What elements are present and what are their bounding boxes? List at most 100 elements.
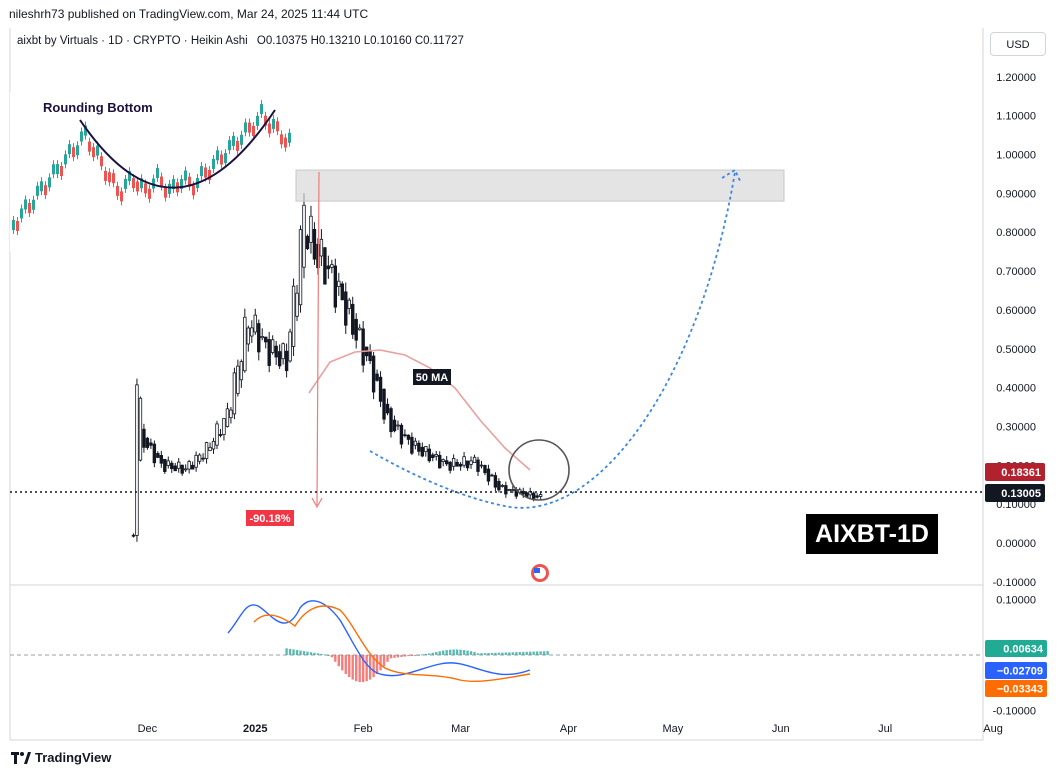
candle-body [277,351,282,367]
macd-histogram-bar [400,655,403,657]
y-tick-label: 0.70000 [996,266,1036,278]
svg-text:-90.18%: -90.18% [250,513,291,525]
candle-body [239,361,244,381]
candle-body [298,229,303,306]
macd-histogram-bar [337,655,340,667]
candle-body [288,331,292,362]
macd-histogram-bar [334,655,337,662]
inset-candle-body [160,176,163,187]
symbol-name[interactable]: aixbt by Virtuals · 1D · CRYPTO · Heikin… [17,35,248,47]
x-tick-label: Apr [560,723,577,735]
y-tick-label: 0.10000 [996,499,1036,511]
macd-histogram-bar [525,651,528,655]
candle-body [399,424,404,445]
macd-histogram-bar [487,653,490,655]
macd-histogram-bar [386,655,389,662]
macd-histogram-bar [288,648,292,655]
candle-body [170,462,174,470]
y-tick-label: 0.60000 [996,305,1036,317]
y-tick-label: 1.00000 [996,150,1036,162]
inset-candle-body [52,164,55,175]
inset-candle-body [240,134,243,145]
candle-body [208,446,212,452]
candle-body [531,492,536,499]
candle-body [511,489,515,491]
macd-histogram-bar [344,655,347,675]
candle-body [441,459,445,463]
macd-y-tick-label: 0.10000 [996,595,1036,607]
candle-body [448,461,452,471]
macd-histogram-bar [455,649,459,655]
inset-candle-body [60,165,63,176]
tradingview-logo[interactable]: TradingView [11,750,111,765]
candle-body [451,458,456,467]
candle-body [472,456,477,464]
inset-candle-body [172,179,175,190]
svg-text:−0.03343: −0.03343 [997,684,1043,696]
candle-body [438,454,442,469]
candle-body [469,460,473,465]
inset-candle-body [252,125,255,136]
us-flag-icon[interactable] [531,564,549,582]
macd-histogram-bar [546,651,549,655]
inset-candle-body [92,147,95,158]
pattern-label: Rounding Bottom [43,100,153,115]
candle-body [333,265,338,308]
candle-body [142,428,146,448]
macd-histogram-bar [431,652,434,655]
inset-candle-body [284,137,287,148]
projection-arrowhead [721,168,742,184]
x-tick-label: Feb [354,723,373,735]
candle-body [218,434,223,436]
inset-candle-body [120,191,123,202]
candle-body [344,291,348,326]
drop-percent-label: -90.18% [246,510,294,526]
candle-body [260,336,264,339]
macd-histogram-bar [476,653,480,655]
candle-body [326,265,331,270]
candle-body [323,247,327,285]
macd-histogram-bar [327,655,330,656]
y-tick-label: 0.40000 [996,383,1036,395]
candle-body [462,456,466,466]
candle-body [291,285,296,347]
inset-candle-body [64,154,67,165]
macd-histogram-bar [403,655,407,657]
macd-histogram-bar [313,652,316,655]
y-tick-label: 1.10000 [996,111,1036,123]
y-tick-label: 0.30000 [996,421,1036,433]
inset-candle-body [192,185,195,196]
signal-line [253,605,531,683]
inset-candle-body [200,166,203,177]
candle-body [375,373,379,381]
currency-button[interactable]: USD [990,32,1046,56]
candle-body [243,316,247,372]
x-tick-label: Dec [138,723,158,735]
candle-body [295,292,299,317]
svg-text:0.13005: 0.13005 [1001,488,1041,500]
macd-histogram-bar [511,652,514,655]
candle-body [403,434,407,437]
candle-body [222,418,226,435]
highlight-circle [508,439,570,501]
candle-body [163,458,167,472]
candle-body [302,204,306,268]
candle-body [253,314,257,333]
resistance-zone[interactable] [295,169,785,202]
x-tick-label: Mar [451,723,470,735]
inset-candle-body [220,154,223,165]
macd-histogram-bar [501,652,504,655]
candle-body [149,442,153,446]
inset-candle-body [116,185,119,196]
candle-body [431,454,435,459]
candle-body [180,464,184,474]
y-tick-label: 0.50000 [996,344,1036,356]
macd-histogram-bar [497,652,501,655]
tradingview-icon [11,751,31,764]
candle-body [476,459,480,472]
candle-body [257,323,261,353]
candle-body [267,339,271,366]
inset-candle-body [272,118,275,129]
